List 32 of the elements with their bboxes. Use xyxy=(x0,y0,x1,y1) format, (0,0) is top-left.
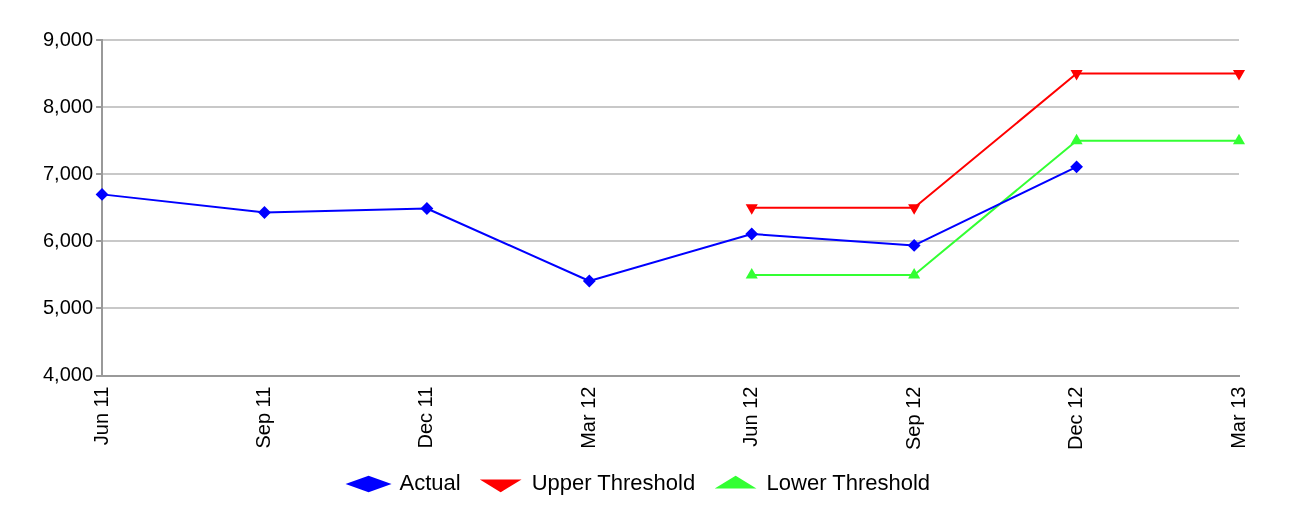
point xyxy=(746,204,758,214)
point xyxy=(1233,70,1245,80)
point xyxy=(908,204,920,214)
point xyxy=(908,239,921,252)
point xyxy=(1071,70,1082,80)
x-tick-label: Mar 13 xyxy=(1226,386,1249,449)
x-tick-label: Jun 11 xyxy=(89,386,112,446)
point xyxy=(1071,134,1082,145)
y-tick-label: 9,000 xyxy=(42,27,94,50)
point xyxy=(1070,160,1083,173)
point xyxy=(583,274,596,287)
point xyxy=(908,268,920,279)
point xyxy=(96,188,109,201)
x-tick-label: Jun 12 xyxy=(739,386,762,447)
y-tick-label: 8,000 xyxy=(42,94,94,117)
legend-label: Lower Threshold xyxy=(766,470,931,496)
y-tick-label: 6,000 xyxy=(42,228,94,251)
x-tick-label: Sep 12 xyxy=(901,386,924,450)
legend-label: Actual xyxy=(399,470,461,496)
x-tick-label: Dec 12 xyxy=(1064,386,1087,450)
x-tick-label: Dec 11 xyxy=(414,386,437,449)
point xyxy=(258,206,271,219)
x-tick-label: Mar 12 xyxy=(576,386,599,449)
point xyxy=(1233,134,1245,145)
y-tick-label: 7,000 xyxy=(42,161,94,184)
y-tick-label: 4,000 xyxy=(42,363,94,386)
point xyxy=(420,202,433,215)
legend-label: Upper Threshold xyxy=(531,470,696,496)
point xyxy=(746,268,758,279)
point xyxy=(745,227,758,240)
x-tick-label: Sep 11 xyxy=(251,386,274,449)
y-tick-label: 5,000 xyxy=(42,296,94,318)
